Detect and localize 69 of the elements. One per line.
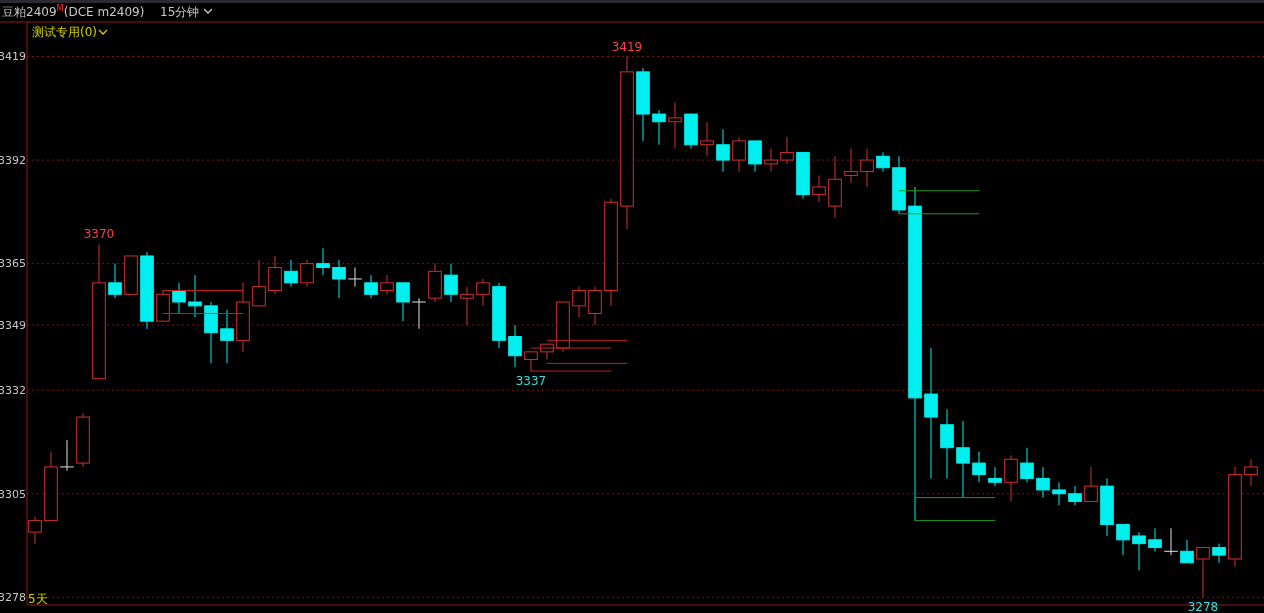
annotation: 3370: [83, 227, 115, 242]
candlestick: [940, 408, 954, 479]
candlestick: [108, 263, 122, 299]
annotation: 3278: [1187, 600, 1219, 613]
candlestick: [140, 251, 154, 330]
candlestick: [1036, 466, 1050, 499]
candlestick: [860, 148, 874, 188]
candlestick: [668, 102, 682, 150]
candlestick: [908, 186, 922, 522]
candlestick: [380, 274, 394, 295]
candlestick: [411, 297, 427, 330]
candlestick: [1068, 485, 1082, 506]
candlestick: [1132, 531, 1146, 571]
candlestick: [332, 259, 346, 299]
annotation: 5天: [28, 592, 48, 606]
annotation: 3419: [611, 39, 643, 54]
candlestick: [636, 67, 650, 142]
candlestick: [972, 451, 986, 483]
candlestick: [828, 155, 842, 219]
candlestick: [876, 151, 890, 173]
candlestick: [604, 197, 618, 307]
candlestick: [844, 148, 858, 184]
candlestick: [347, 266, 363, 288]
candlestick: [780, 136, 794, 165]
candlestick: [620, 56, 634, 230]
candlestick: [364, 274, 378, 299]
candlestick: [268, 255, 282, 295]
candlestick: [172, 282, 186, 314]
candlestick: [716, 128, 730, 173]
candlestick: [1100, 477, 1114, 537]
candlestick: [76, 412, 90, 468]
candlestick: [300, 259, 314, 288]
candlestick: [924, 347, 938, 479]
candlestick: [1228, 466, 1242, 568]
candlestick: [59, 439, 75, 472]
candlestick: [956, 420, 970, 499]
candlestick: [1004, 454, 1018, 502]
candlestick: [428, 263, 442, 303]
candlestick: [188, 274, 202, 318]
candlestick: [1163, 527, 1179, 556]
candlestick: [444, 263, 458, 303]
candlestick: [220, 309, 234, 364]
candlestick: [1212, 543, 1226, 564]
candlestick: [1020, 447, 1034, 483]
candlestick: [508, 324, 522, 368]
candlestick: [764, 148, 778, 173]
candlestick: [892, 155, 906, 215]
candlestick: [1052, 481, 1066, 506]
candlestick: [812, 174, 826, 203]
chart-title: 豆粕2409$^{M}$(DCE m2409): [2, 3, 145, 19]
candlestick: [492, 282, 506, 349]
candlestick: [572, 286, 586, 318]
candlestick: [1148, 527, 1162, 552]
annotation: 测试专用(0): [32, 25, 97, 39]
annotation: 3337: [515, 374, 547, 389]
candlestick: [476, 278, 490, 307]
candlestick: [460, 286, 474, 326]
candlestick: [284, 259, 298, 288]
candlestick: [316, 247, 330, 276]
candlestick: [652, 109, 666, 146]
candlestick: [588, 286, 602, 326]
candlestick: [236, 282, 250, 353]
candlestick: [28, 516, 42, 545]
candlestick: [1244, 458, 1258, 487]
candlestick: [700, 121, 714, 157]
candlestick: [988, 466, 1002, 487]
candlestick: [204, 301, 218, 364]
chart-subtitle: 15分钟: [160, 5, 200, 19]
candlestick: [732, 136, 746, 173]
